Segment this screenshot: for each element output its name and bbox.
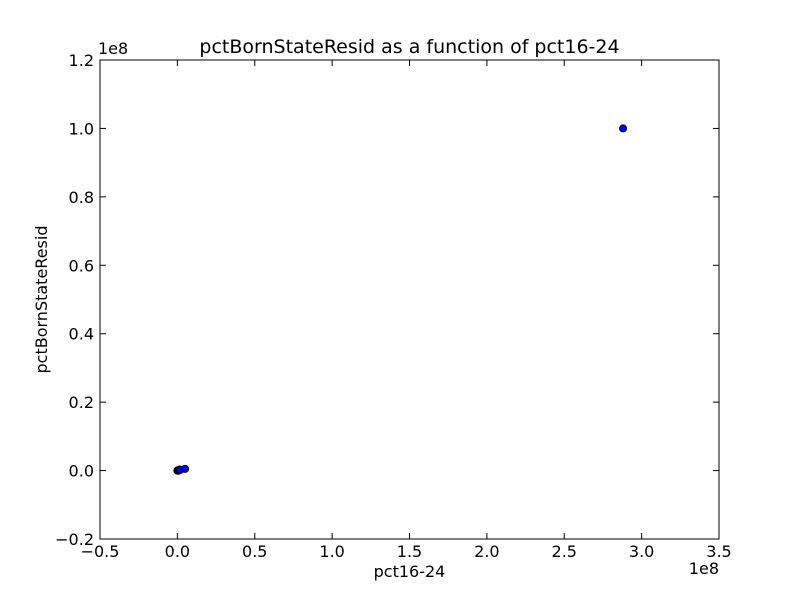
x-tick-label: 0.0 — [165, 542, 190, 561]
chart-title: pctBornStateResid as a function of pct16… — [199, 36, 619, 58]
y-tick-label: 0.6 — [69, 256, 94, 275]
y-axis-title: pctBornStateResid — [32, 226, 51, 374]
data-point — [181, 464, 190, 473]
x-tick-label: 2.5 — [552, 542, 577, 561]
y-tick-label: 1.0 — [69, 119, 94, 138]
x-axis-multiplier: 1e8 — [689, 559, 719, 578]
x-axis-title: pct16-24 — [374, 562, 446, 581]
y-axis-ticks: −0.2 0.0 0.2 0.4 0.6 0.8 1.0 1.2 — [55, 51, 719, 549]
x-tick-label: 2.0 — [474, 542, 499, 561]
x-tick-label: 0.5 — [242, 542, 267, 561]
y-tick-label: −0.2 — [55, 530, 94, 549]
plot-frame — [99, 59, 720, 540]
y-tick-label: 0.8 — [69, 188, 94, 207]
y-axis-multiplier: 1e8 — [98, 39, 128, 58]
y-tick-label: 0.2 — [69, 393, 94, 412]
y-tick-label: 0.0 — [69, 462, 94, 481]
x-tick-label: 1.5 — [397, 542, 422, 561]
data-point — [619, 124, 628, 133]
y-tick-label: 1.2 — [69, 51, 94, 70]
x-tick-label: 1.0 — [319, 542, 344, 561]
x-tick-label: 3.0 — [629, 542, 654, 561]
x-tick-label: −0.5 — [81, 542, 120, 561]
x-axis-ticks: −0.5 0.0 0.5 1.0 1.5 2.0 2.5 3.0 3.5 — [81, 60, 732, 561]
x-tick-label: 3.5 — [706, 542, 731, 561]
data-points — [173, 124, 628, 475]
y-tick-label: 0.4 — [69, 325, 94, 344]
